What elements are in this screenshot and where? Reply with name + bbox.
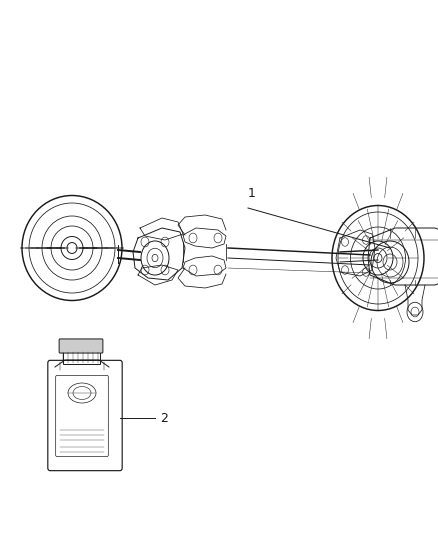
Text: 1: 1 <box>248 187 256 200</box>
Text: 2: 2 <box>160 411 168 424</box>
FancyBboxPatch shape <box>59 339 103 353</box>
